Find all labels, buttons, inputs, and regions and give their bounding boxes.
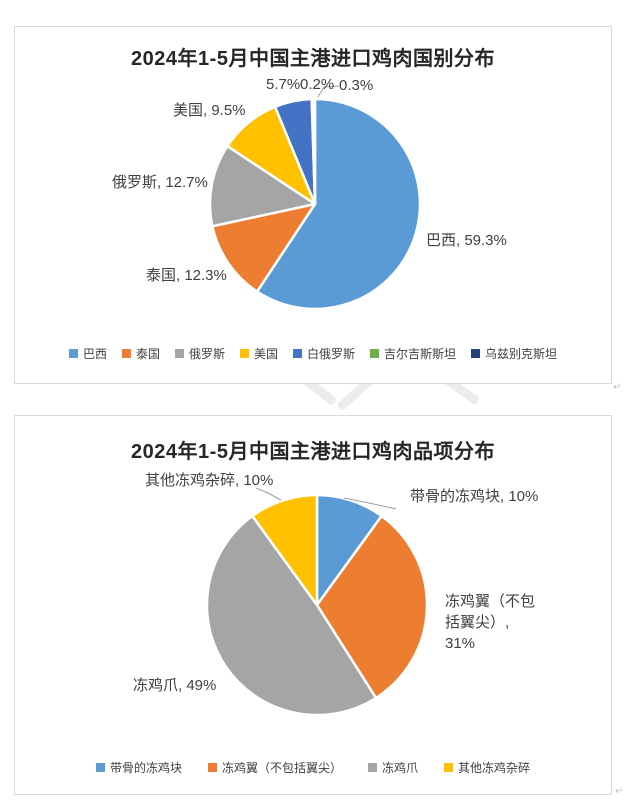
legend-item: 白俄罗斯 [293,345,355,362]
legend-item: 冻鸡爪 [368,759,418,776]
leader-line-bone-in-chunks [343,497,397,510]
legend-swatch [68,349,78,358]
legend-item: 美国 [239,345,278,362]
legend-label: 泰国 [135,347,160,361]
country-chart-title: 2024年1-5月中国主港进口鸡肉国别分布 [131,48,495,70]
legend-label: 俄罗斯 [188,347,225,361]
data-label-brazil: 巴西, 59.3% [426,232,507,249]
legend-label: 白俄罗斯 [307,347,356,361]
data-label-other-offal: 其他冻鸡杂碎, 10% [145,472,274,489]
paragraph-mark: ↵ [613,382,622,393]
leader-line-other-offal [255,487,282,501]
legend-label: 吉尔吉斯斯坦 [384,347,457,361]
leader-line-uzbekistan [317,85,340,98]
legend-swatch [239,349,249,358]
legend-item: 巴西 [68,345,107,362]
legend-swatch [207,763,217,772]
pie-slice-2 [208,144,317,228]
legend-label: 冻鸡翼（不包括翼尖） [221,761,342,775]
pie-slice-0 [255,97,422,311]
pie-slice-2 [205,514,378,717]
chart-card-country: 2024年1-5月中国主港进口鸡肉国别分布 巴西, 59.3% 泰国, 12.3… [14,26,612,384]
legend-label: 美国 [253,347,278,361]
legend-swatch [293,349,302,358]
pie-slice-3 [251,493,319,607]
legend-item: 其他冻鸡杂碎 [444,759,530,776]
legend-swatch [174,349,184,358]
data-label-frozen-claws: 冻鸡爪, 49% [133,677,217,694]
legend-item: 冻鸡翼（不包括翼尖） [207,759,342,776]
data-label-thailand: 泰国, 12.3% [146,267,227,284]
legend-item: 吉尔吉斯斯坦 [370,345,456,362]
pie-slice-6 [311,97,317,206]
data-label-frozen-wings: 冻鸡翼（不包括翼尖）, 31% [445,593,536,652]
legend-item: 俄罗斯 [174,345,225,362]
data-label-belarus: 5.7% [266,76,301,93]
legend-label: 冻鸡爪 [382,761,419,775]
product-pie-chart [205,487,429,717]
country-legend: 巴西 泰国 俄罗斯 美国 白俄罗斯 吉尔吉斯斯坦 乌兹别克斯坦 [15,345,611,362]
pie-slice-1 [211,202,317,293]
legend-swatch [471,349,481,358]
legend-item: 乌兹别克斯坦 [471,345,557,362]
data-label-uzbekistan: 0.3% [339,77,374,94]
legend-item: 泰国 [121,345,160,362]
product-pie-slices [205,493,429,717]
paragraph-mark: ↵ [615,786,624,797]
chart-card-product: 2024年1-5月中国主港进口鸡肉品项分布 带骨的冻鸡块, 10% 冻鸡翼（不包… [14,415,612,795]
legend-swatch [370,349,380,358]
legend-label: 乌兹别克斯坦 [485,347,558,361]
country-pie-chart [208,85,422,311]
product-legend: 带骨的冻鸡块 冻鸡翼（不包括翼尖） 冻鸡爪 其他冻鸡杂碎 [15,759,611,776]
data-label-russia: 俄罗斯, 12.7% [112,174,208,191]
legend-swatch [368,763,377,772]
legend-item: 带骨的冻鸡块 [95,759,182,776]
legend-label: 其他冻鸡杂碎 [458,761,531,775]
legend-label: 巴西 [82,347,107,361]
data-label-usa: 美国, 9.5% [173,102,246,119]
pie-slice-1 [315,514,429,700]
legend-swatch [95,763,105,772]
data-label-bone-in-chunks: 带骨的冻鸡块, 10% [410,488,539,505]
legend-swatch [121,349,131,358]
legend-swatch [444,763,454,772]
data-label-kyrgyzstan: 0.2% [300,76,335,93]
country-pie-slices [208,97,422,311]
product-chart-title: 2024年1-5月中国主港进口鸡肉品项分布 [131,441,495,463]
legend-label: 带骨的冻鸡块 [109,761,182,775]
